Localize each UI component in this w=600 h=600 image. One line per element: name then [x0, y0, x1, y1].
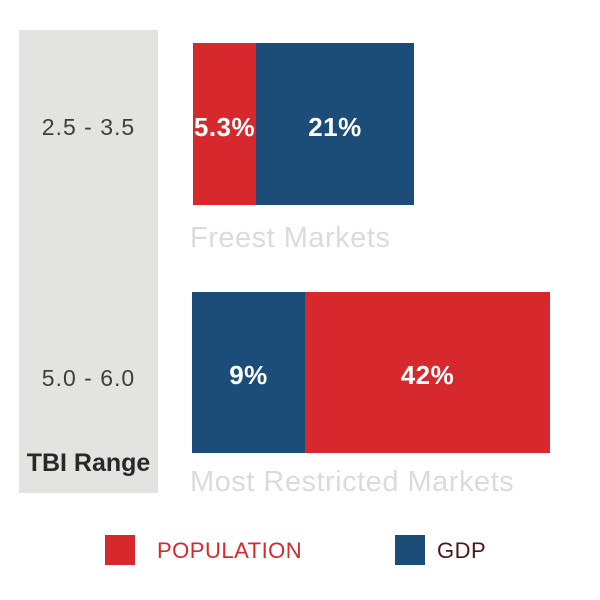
bar-most-restricted-markets: 9% 42%	[192, 292, 550, 453]
value-label-gdp-freest: 21%	[308, 111, 362, 142]
segment-gdp-restricted: 9%	[192, 292, 305, 453]
caption-freest-markets: Freest Markets	[190, 222, 391, 254]
segment-population-freest: 5.3%	[193, 43, 256, 205]
legend-swatch-gdp	[395, 535, 425, 565]
segment-gdp-freest: 21%	[256, 43, 414, 205]
legend-label-gdp: GDP	[437, 538, 487, 563]
legend-label-population: POPULATION	[157, 538, 303, 563]
legend-swatch-population	[105, 535, 135, 565]
tbi-range-value-restricted: 5.0 - 6.0	[41, 365, 136, 391]
caption-most-restricted-markets: Most Restricted Markets	[190, 466, 515, 498]
value-label-population-restricted: 42%	[400, 360, 455, 390]
segment-population-restricted: 42%	[305, 292, 550, 453]
tbi-range-axis-title: TBI Range	[26, 449, 151, 477]
value-label-gdp-restricted: 9%	[229, 360, 268, 390]
tbi-range-panel: 2.5 - 3.5 5.0 - 6.0 TBI Range	[19, 30, 158, 493]
tbi-range-value-freest: 2.5 - 3.5	[41, 114, 136, 140]
value-label-population-freest: 5.3%	[193, 111, 256, 142]
bar-freest-markets: 5.3% 21%	[193, 43, 414, 205]
